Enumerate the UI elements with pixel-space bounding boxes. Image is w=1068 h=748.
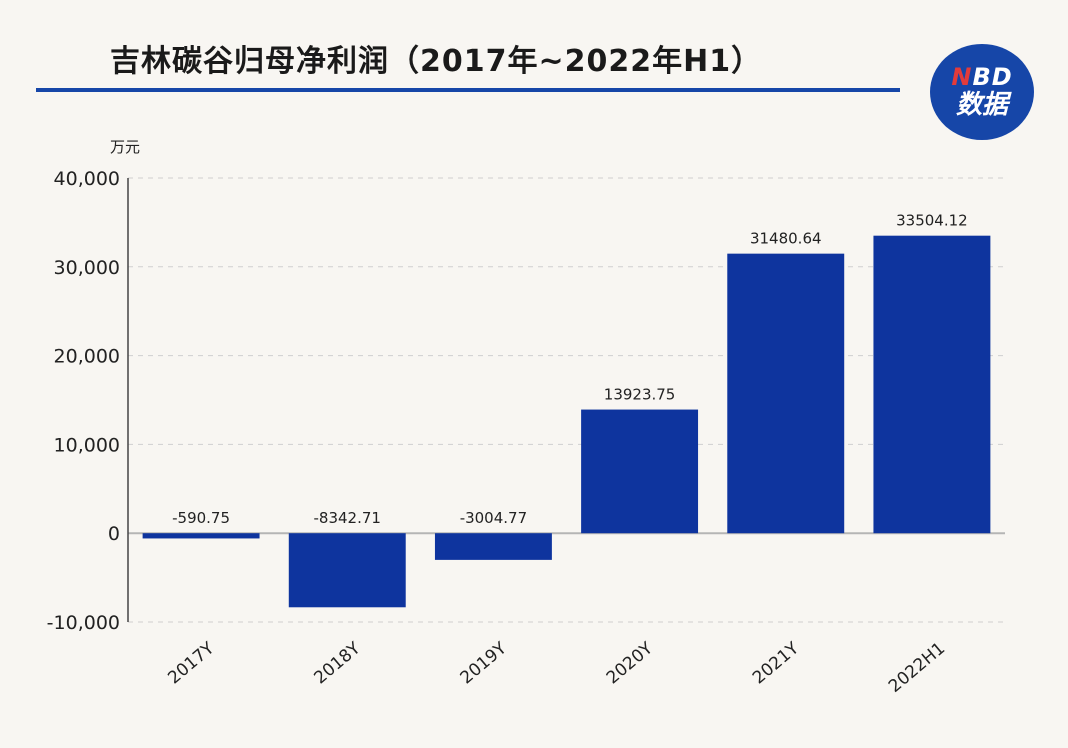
data-label: -590.75 — [172, 509, 230, 527]
chart-title: 吉林碳谷归母净利润（2017年~2022年H1） — [110, 44, 763, 79]
x-category-label: 2022H1 — [885, 639, 949, 697]
y-tick-label: 10,000 — [54, 434, 120, 456]
category-labels: 2017Y 2018Y 2019Y 2020Y 2021Y 2022H1 — [164, 638, 949, 697]
data-label: 13923.75 — [604, 386, 676, 404]
bar-2020Y — [581, 409, 699, 534]
data-labels: -590.75 -8342.71 -3004.77 13923.75 31480.64 3… — [172, 212, 968, 528]
y-tick-label: 0 — [108, 523, 120, 545]
x-category-label: 2018Y — [311, 638, 365, 688]
bars — [142, 235, 991, 608]
title-underline — [36, 88, 900, 92]
y-tick-label: 20,000 — [54, 346, 120, 368]
logo-text-line2: 数据 — [955, 90, 1008, 120]
y-tick-label: 40,000 — [54, 168, 120, 190]
x-category-label: 2021Y — [749, 638, 803, 688]
gridlines — [128, 177, 1005, 623]
data-label: 31480.64 — [750, 230, 822, 248]
y-tick-label: 30,000 — [54, 257, 120, 279]
x-category-label: 2017Y — [164, 638, 218, 688]
bar-2017Y — [142, 533, 260, 539]
bar-2021Y — [727, 253, 845, 534]
nbd-logo: NBD 数据 — [930, 44, 1034, 140]
logo-text-line1: NBD — [951, 63, 1013, 91]
x-category-label: 2020Y — [603, 638, 657, 688]
bar-2018Y — [288, 533, 406, 608]
y-tick-label: -10,000 — [47, 612, 120, 634]
data-label: -8342.71 — [314, 509, 381, 527]
data-label: 33504.12 — [896, 212, 968, 230]
x-category-label: 2019Y — [457, 638, 511, 688]
bar-2019Y — [434, 533, 552, 560]
data-label: -3004.77 — [460, 509, 527, 527]
bar-2022H1 — [873, 235, 991, 534]
y-axis-unit: 万元 — [110, 138, 140, 156]
y-tick-labels: 40,000 30,000 20,000 10,000 0 -10,000 — [47, 168, 120, 634]
